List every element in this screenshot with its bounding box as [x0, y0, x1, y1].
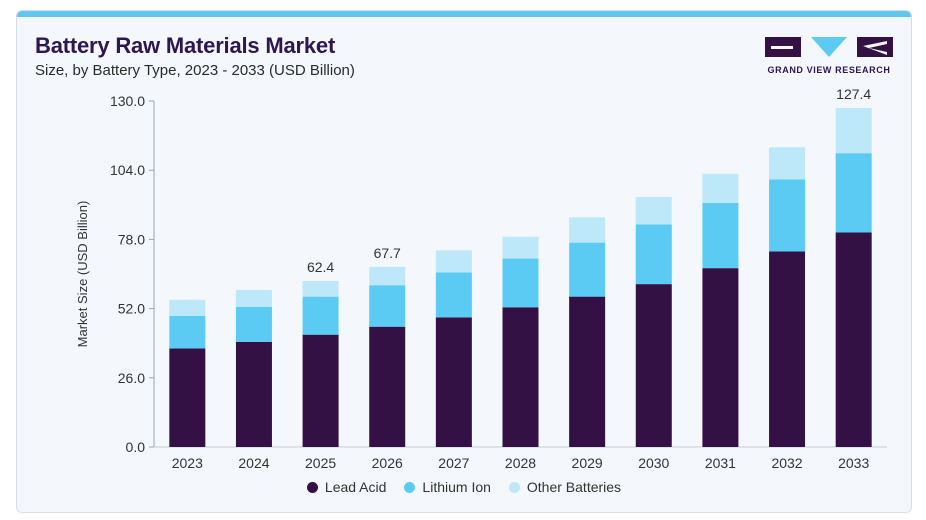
total-data-label: 62.4 — [307, 259, 334, 275]
bar-lead-acid-2026 — [369, 326, 406, 447]
bar-lithium-ion-2031 — [702, 202, 739, 269]
chart-title: Battery Raw Materials Market — [35, 33, 336, 58]
legend-label: Lead Acid — [324, 479, 387, 495]
bar-other-batteries-2024 — [235, 289, 272, 308]
legend-swatch-icon — [404, 481, 416, 493]
bar-lithium-ion-2029 — [569, 242, 606, 297]
legend-item-other-batteries: Other Batteries — [508, 479, 622, 495]
bar-other-batteries-2029 — [569, 217, 606, 243]
total-data-label: 67.7 — [374, 245, 401, 261]
bar-other-batteries-2023 — [169, 299, 206, 316]
stacked-bar-chart: 0.0 26.0 52.0 78.0 104.0 130.0 Market Size (US… — [75, 86, 887, 471]
bar-other-batteries-2026 — [369, 266, 406, 286]
bar-other-batteries-2032 — [769, 147, 806, 180]
bar-lead-acid-2029 — [569, 296, 606, 447]
bar-lead-acid-2025 — [302, 334, 339, 447]
x-tick-label: 2031 — [705, 455, 736, 471]
x-tick-label: 2028 — [505, 455, 536, 471]
x-tick-label: 2027 — [438, 455, 469, 471]
bar-lithium-ion-2033 — [835, 153, 872, 233]
y-tick-label: 26.0 — [118, 370, 145, 386]
bar-lead-acid-2028 — [502, 307, 539, 447]
bar-lead-acid-2027 — [435, 317, 472, 447]
bar-lithium-ion-2026 — [369, 285, 406, 327]
bar-lithium-ion-2027 — [435, 272, 472, 318]
bar-other-batteries-2030 — [635, 197, 672, 225]
bar-lithium-ion-2032 — [769, 179, 806, 252]
bar-other-batteries-2025 — [302, 280, 339, 297]
bar-other-batteries-2028 — [502, 236, 539, 259]
y-axis-label: Market Size (USD Billion) — [75, 201, 90, 348]
bar-other-batteries-2031 — [702, 173, 739, 203]
legend-label: Other Batteries — [526, 479, 622, 495]
y-tick-label: 0.0 — [126, 439, 146, 455]
chart-subtitle: Size, by Battery Type, 2023 - 2033 (USD … — [35, 62, 355, 79]
y-tick-label: 52.0 — [118, 301, 145, 317]
bar-lithium-ion-2024 — [235, 307, 272, 342]
x-tick-label: 2030 — [638, 455, 669, 471]
grand-view-research-logo: GRAND VIEW RESEARCH — [765, 35, 893, 83]
logo-text: GRAND VIEW RESEARCH — [767, 65, 891, 75]
chart-card: Battery Raw Materials Market Size, by Ba… — [16, 10, 912, 513]
legend-swatch-icon — [306, 481, 318, 493]
bar-lead-acid-2031 — [702, 268, 739, 447]
x-tick-label: 2025 — [305, 455, 336, 471]
legend-swatch-icon — [508, 481, 520, 493]
y-tick-label: 130.0 — [110, 93, 145, 109]
bar-lithium-ion-2023 — [169, 315, 206, 349]
logo-mark-icon — [765, 37, 893, 57]
y-tick-label: 78.0 — [118, 231, 145, 247]
total-data-label: 127.4 — [836, 86, 871, 102]
legend-item-lead-acid: Lead Acid — [306, 479, 387, 495]
y-tick-label: 104.0 — [110, 162, 145, 178]
bar-lead-acid-2030 — [635, 284, 672, 447]
chart-legend: Lead Acid Lithium Ion Other Batteries — [17, 479, 911, 495]
bar-lead-acid-2033 — [835, 232, 872, 447]
legend-label: Lithium Ion — [422, 479, 491, 495]
x-tick-label: 2029 — [572, 455, 603, 471]
x-tick-label: 2024 — [238, 455, 269, 471]
bar-lead-acid-2024 — [235, 341, 272, 447]
x-tick-label: 2023 — [172, 455, 203, 471]
x-tick-label: 2026 — [372, 455, 403, 471]
bar-lithium-ion-2025 — [302, 296, 339, 335]
accent-bar — [17, 11, 911, 17]
bar-lithium-ion-2030 — [635, 224, 672, 285]
legend-item-lithium-ion: Lithium Ion — [404, 479, 491, 495]
bar-lead-acid-2023 — [169, 348, 206, 447]
bar-lead-acid-2032 — [769, 251, 806, 447]
x-tick-label: 2033 — [838, 455, 869, 471]
bar-lithium-ion-2028 — [502, 258, 539, 308]
x-tick-label: 2032 — [771, 455, 802, 471]
bar-other-batteries-2027 — [435, 250, 472, 273]
bar-other-batteries-2033 — [835, 107, 872, 154]
